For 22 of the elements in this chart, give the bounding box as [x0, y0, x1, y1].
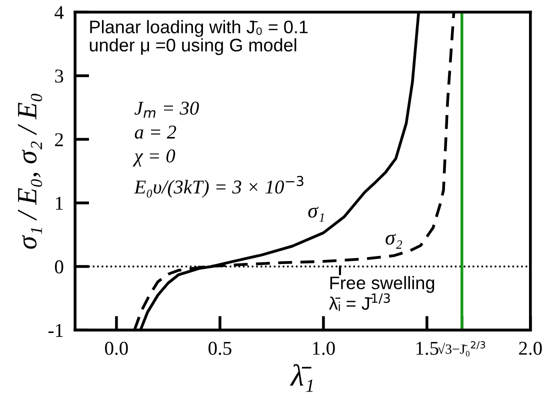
annotation: E₀υ/(3kT) = 3 × 10$^{−3}$ — [134, 176, 304, 198]
x-axis-title: λ̄₁ — [290, 364, 313, 392]
annotation: Free swelling λ̄ᵢ = J̄$^{1/3}$ — [329, 276, 434, 311]
annotation: Planar loading with J̄₀ = 0.1 under μ =0 using G model — [90, 20, 308, 56]
y-tick-label: -1 — [48, 324, 63, 337]
series-label: σ₂ — [386, 234, 402, 249]
annotation: J$_{m}$ = 30 — [134, 102, 199, 118]
x-tick-label: 0.0 — [105, 342, 128, 355]
annotation: a = 2 — [134, 126, 176, 139]
y-axis-title: σ₁ / E₀, σ₂ / E₀ — [18, 94, 42, 249]
y-tick-label: 0 — [54, 260, 64, 274]
x-tick-label: 1.0 — [312, 342, 335, 355]
series-label: σ₁ — [308, 206, 324, 222]
y-tick-label: 2 — [55, 133, 63, 146]
x-tick-label: 2.0 — [519, 342, 542, 355]
y-tick-label: 4 — [54, 6, 64, 19]
y-tick-label: 3 — [55, 70, 64, 83]
x-tick-label: √3−J̄₀$^{2/3}$ — [438, 341, 486, 357]
y-tick-label: 1 — [56, 196, 63, 210]
x-tick-label: 0.5 — [208, 342, 232, 355]
annotation: χ = 0 — [132, 149, 176, 166]
x-tick-label: 1.5 — [416, 342, 438, 355]
